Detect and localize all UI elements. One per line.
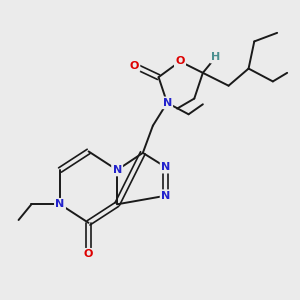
Text: O: O bbox=[130, 61, 139, 71]
Text: O: O bbox=[175, 56, 185, 66]
Text: N: N bbox=[161, 162, 170, 172]
Text: N: N bbox=[56, 199, 64, 209]
Text: N: N bbox=[161, 191, 170, 201]
Text: N: N bbox=[112, 165, 122, 175]
Text: O: O bbox=[84, 249, 93, 259]
Text: H: H bbox=[211, 52, 220, 62]
Text: N: N bbox=[163, 98, 172, 108]
